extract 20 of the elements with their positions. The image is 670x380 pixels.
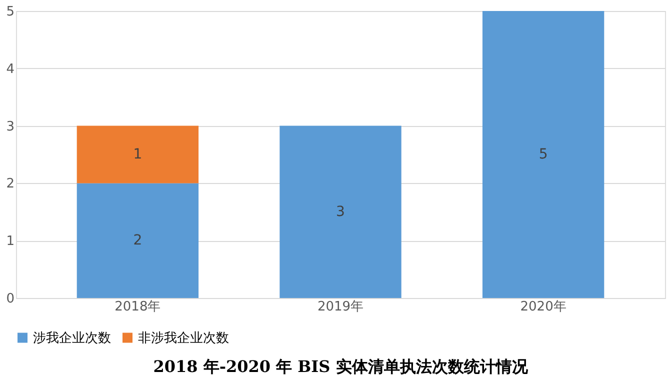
y-tick-label: 0 (6, 292, 14, 306)
y-tick-label: 4 (6, 62, 14, 77)
bar (280, 126, 402, 298)
legend-label: 非涉我企业次数 (138, 330, 229, 346)
data-label: 1 (133, 146, 142, 162)
data-label: 5 (538, 146, 548, 162)
bar (76, 126, 199, 184)
y-tick-label: 5 (6, 4, 14, 20)
x-tick-label: 2019年 (317, 300, 364, 314)
data-label: 3 (336, 204, 345, 220)
y-tick-label: 2 (6, 176, 14, 192)
y-tick-label: 1 (6, 234, 14, 250)
text: 2018 年-2020 年 BIS 实体清单执法次数统计情况 (153, 357, 529, 376)
legend-label: 涉我企业次数 (33, 330, 111, 346)
x-tick-label: 2020年 (520, 300, 566, 314)
data-label: 2 (133, 232, 142, 249)
bar (76, 183, 199, 298)
x-tick-label: 2018年 (114, 300, 161, 314)
bar (482, 11, 604, 298)
y-tick-label: 3 (6, 119, 14, 134)
